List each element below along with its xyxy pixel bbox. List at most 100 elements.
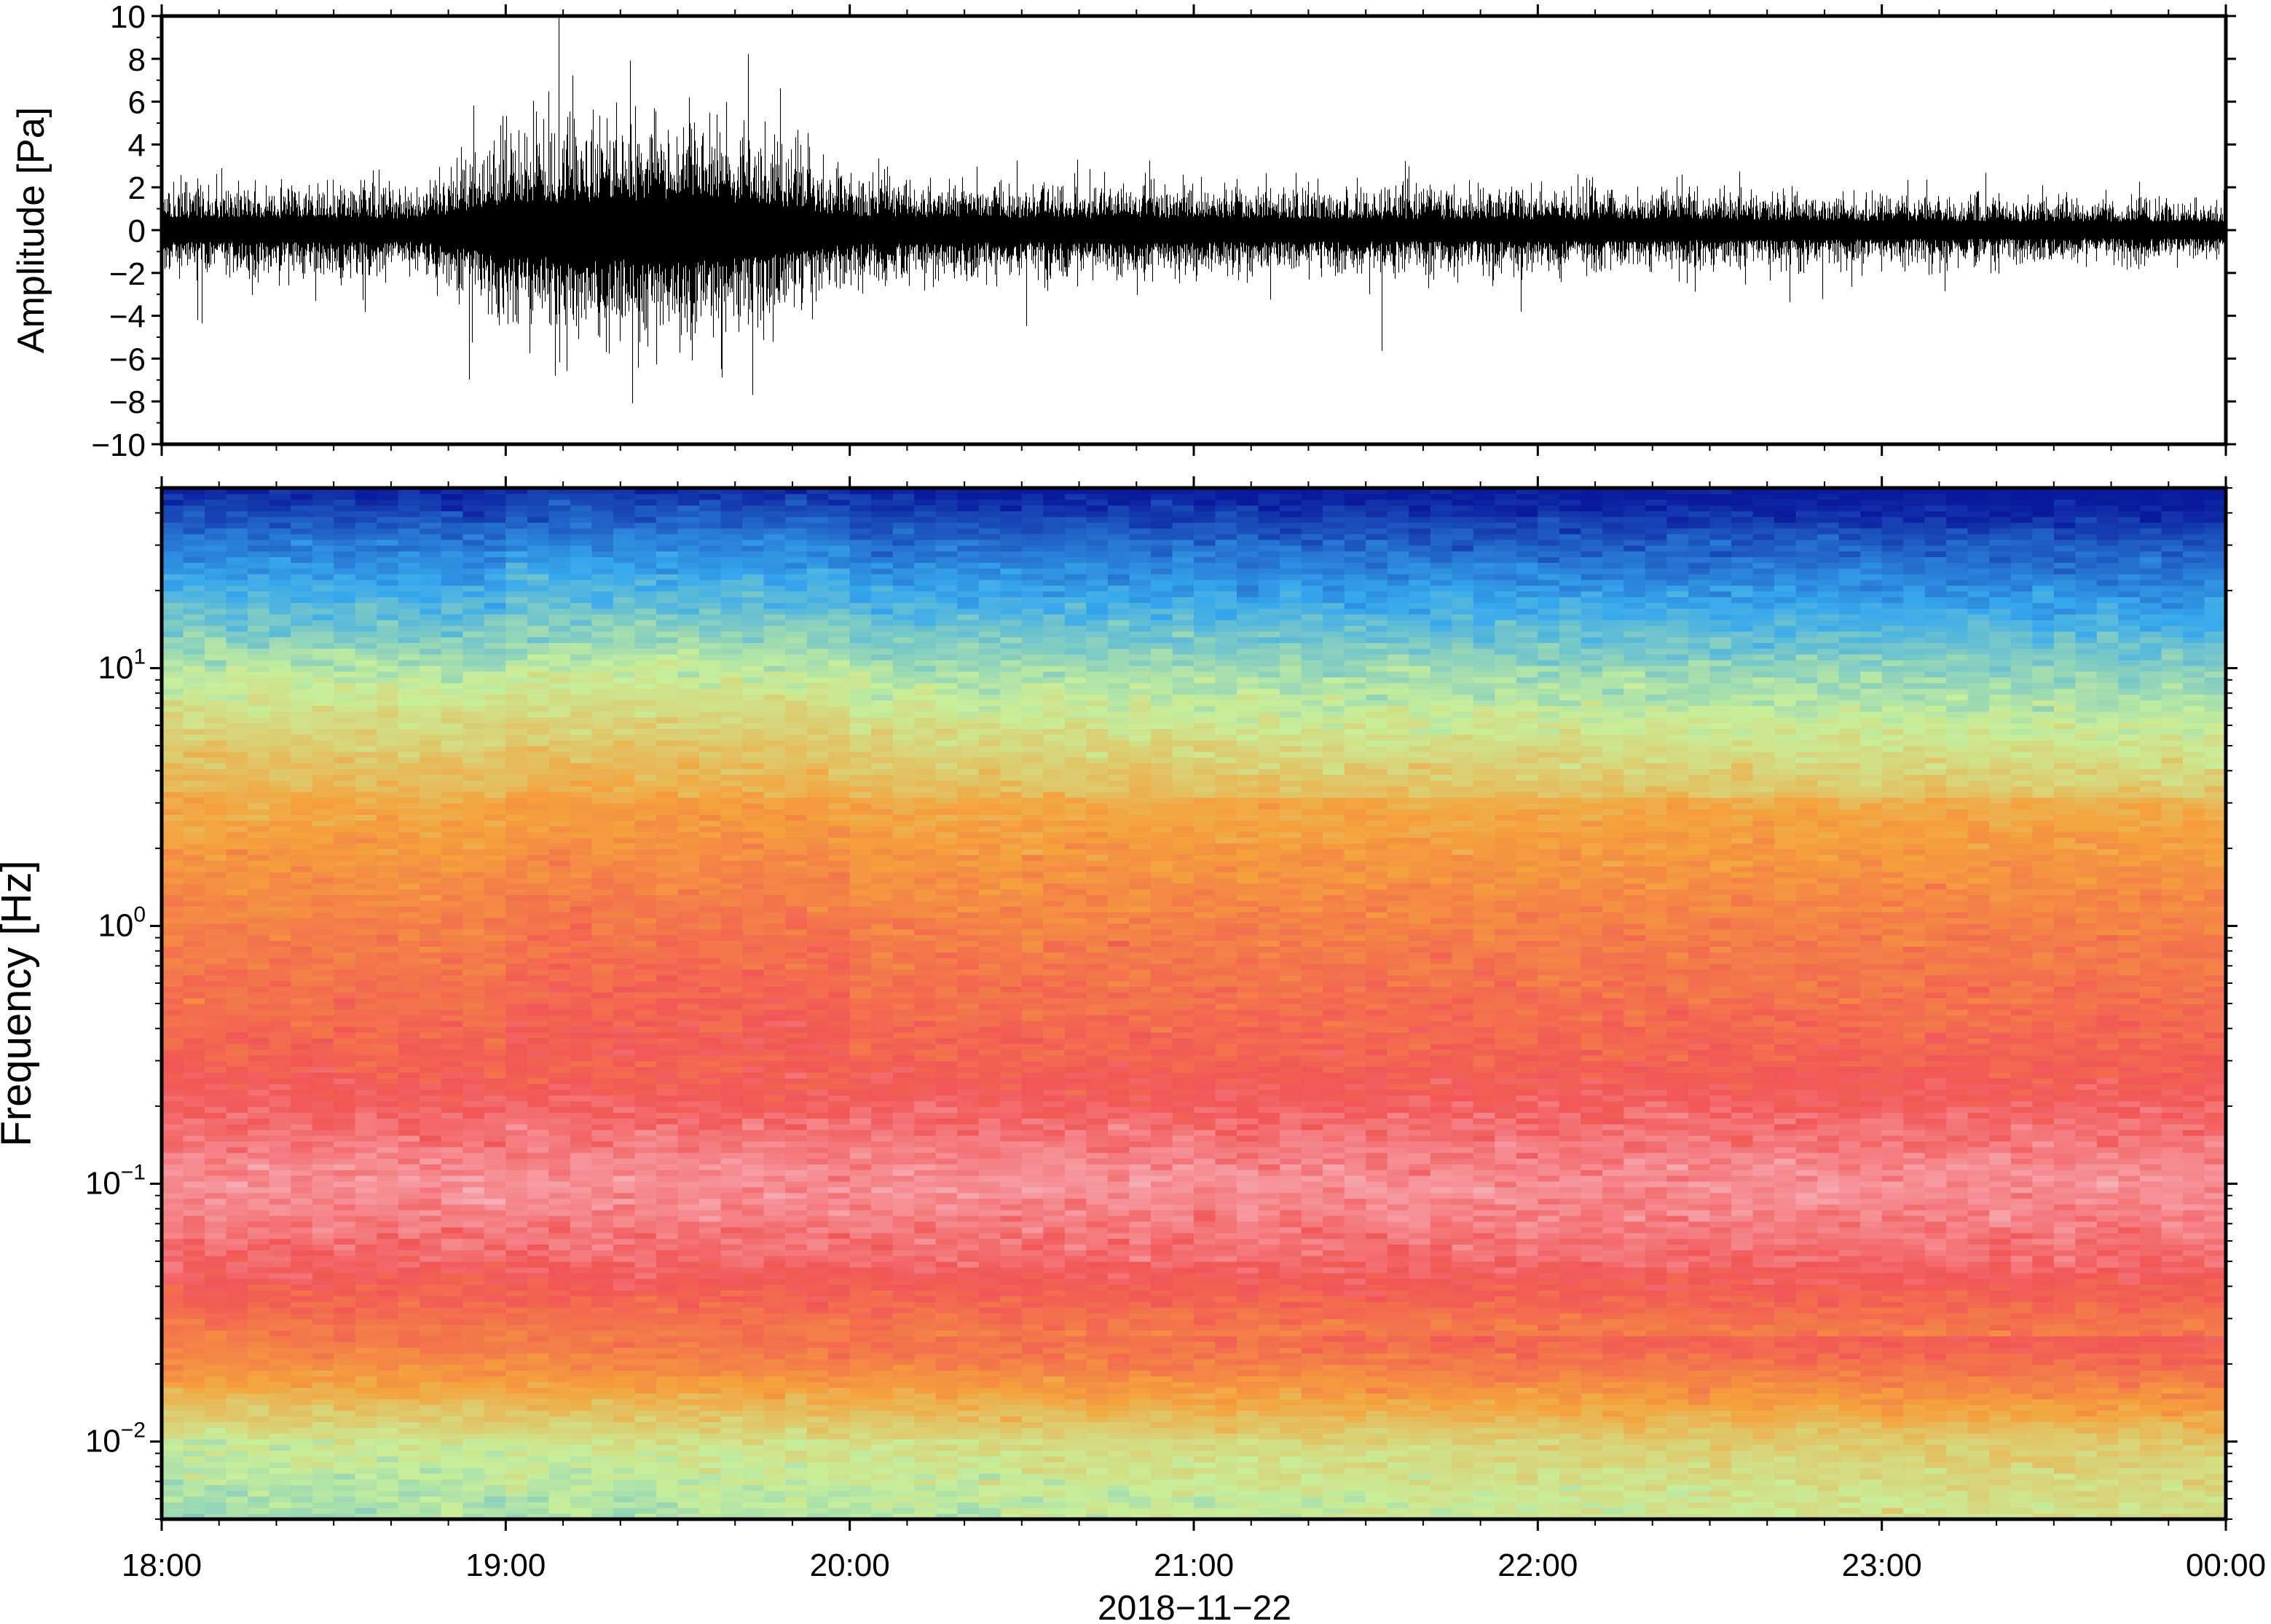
spectrogram-cell bbox=[1602, 1473, 1625, 1480]
spectrogram-cell bbox=[1602, 1370, 1625, 1376]
spectrogram-cell bbox=[1258, 1336, 1280, 1342]
spectrogram-cell bbox=[1064, 1416, 1087, 1422]
spectrogram-cell bbox=[1215, 1467, 1237, 1474]
spectrogram-cell bbox=[806, 1376, 829, 1382]
spectrogram-cell bbox=[871, 1278, 894, 1285]
spectrogram-cell bbox=[1215, 1261, 1237, 1268]
spectrogram-cell bbox=[548, 1266, 571, 1274]
spectrogram-cell bbox=[1387, 1502, 1409, 1508]
spectrogram-cell bbox=[1086, 1484, 1109, 1491]
spectrogram-cell bbox=[1495, 1462, 1517, 1468]
spectrogram-cell bbox=[1903, 1502, 1926, 1508]
spectrogram-cell bbox=[742, 1381, 765, 1388]
spectrogram-cell bbox=[1409, 1444, 1431, 1451]
spectrogram-cell bbox=[1666, 1318, 1689, 1325]
spectrogram-cell bbox=[785, 1266, 808, 1274]
spectrogram-cell bbox=[1538, 1387, 1560, 1394]
spectrogram-cell bbox=[1194, 1422, 1216, 1428]
spectrogram-cell bbox=[2161, 1370, 2184, 1376]
spectrogram-cell bbox=[699, 1301, 722, 1308]
spectrogram-cell bbox=[1709, 1392, 1732, 1400]
spectrogram-cell bbox=[1967, 1433, 1990, 1440]
spectrogram-cell bbox=[1623, 1467, 1646, 1474]
spectrogram-cell bbox=[1645, 1290, 1668, 1296]
spectrogram-cell bbox=[1666, 1410, 1689, 1416]
spectrogram-cell bbox=[355, 1318, 377, 1325]
spectrogram-cell bbox=[1323, 1232, 1345, 1239]
spectrogram-cell bbox=[2010, 1410, 2033, 1416]
spectrogram-cell bbox=[849, 1404, 872, 1411]
spectrogram-cell bbox=[1581, 1324, 1603, 1331]
spectrogram-cell bbox=[1688, 1398, 1711, 1406]
spectrogram-cell bbox=[1000, 1484, 1023, 1491]
spectrogram-cell bbox=[570, 1416, 593, 1422]
spectrogram-cell bbox=[162, 1318, 184, 1325]
spectrogram-cell bbox=[570, 1462, 593, 1468]
spectrogram-cell bbox=[570, 1422, 593, 1428]
spectrogram-cell bbox=[1387, 1456, 1409, 1462]
spectrogram-cell bbox=[1452, 1261, 1474, 1268]
spectrogram-cell bbox=[1000, 1387, 1023, 1394]
spectrogram-cell bbox=[2010, 1266, 2033, 1274]
spectrogram-cell bbox=[398, 1433, 420, 1440]
spectrogram-cell bbox=[1473, 1467, 1495, 1474]
spectrogram-cell bbox=[548, 1226, 571, 1234]
spectrogram-cell bbox=[1172, 1347, 1194, 1354]
spectrogram-cell bbox=[634, 1484, 657, 1491]
spectrogram-cell bbox=[1344, 1341, 1366, 1348]
spectrogram-cell bbox=[1237, 1507, 1259, 1514]
spectrogram-cell bbox=[2010, 1261, 2033, 1268]
spectrogram-cell bbox=[1150, 1284, 1173, 1290]
spectrogram-cell bbox=[2053, 1433, 2076, 1440]
spectrogram-cell bbox=[1064, 1306, 1087, 1314]
spectrogram-cell bbox=[742, 1438, 765, 1446]
spectrogram-cell bbox=[505, 1238, 528, 1245]
spectrogram-cell bbox=[1021, 1376, 1044, 1382]
spectrogram-cell bbox=[1430, 1256, 1452, 1262]
spectrogram-cell bbox=[334, 1422, 356, 1428]
spectrogram-cell bbox=[1215, 1496, 1237, 1502]
spectrogram-cell bbox=[527, 1392, 549, 1400]
spectrogram-cell bbox=[1194, 1398, 1216, 1406]
spectrogram-cell bbox=[1452, 1473, 1474, 1480]
spectrogram-cell bbox=[1107, 1244, 1130, 1250]
spectrogram-cell bbox=[699, 1330, 722, 1336]
spectrogram-cell bbox=[1924, 1244, 1947, 1250]
spectrogram-cell bbox=[2075, 1341, 2098, 1348]
spectrogram-cell bbox=[1323, 1318, 1345, 1325]
spectrogram-cell bbox=[269, 1473, 291, 1480]
spectrogram-cell bbox=[2118, 1256, 2141, 1262]
spectrogram-cell bbox=[1559, 1416, 1581, 1422]
spectrogram-cell bbox=[1107, 1284, 1130, 1290]
spectrogram-cell bbox=[1838, 1312, 1861, 1320]
spectrogram-cell bbox=[763, 1433, 786, 1440]
spectrogram-cell bbox=[2118, 1410, 2141, 1416]
spectrogram-cell bbox=[1688, 1238, 1711, 1245]
spectrogram-cell bbox=[914, 1347, 937, 1354]
spectrogram-cell bbox=[1967, 1398, 1990, 1406]
spectrogram-cell bbox=[1301, 1484, 1323, 1491]
spectrogram-cell bbox=[1215, 1250, 1237, 1256]
spectrogram-cell bbox=[720, 1266, 743, 1274]
spectrogram-cell bbox=[291, 1272, 313, 1280]
spectrogram-cell bbox=[978, 1266, 1001, 1274]
spectrogram-cell bbox=[248, 1352, 270, 1360]
spectrogram-cell bbox=[2032, 1358, 2055, 1365]
spectrogram-cell bbox=[1538, 1392, 1560, 1400]
spectrogram-cell bbox=[1709, 1256, 1732, 1262]
spectrogram-cell bbox=[2053, 1507, 2076, 1514]
spectrogram-cell bbox=[570, 1261, 593, 1268]
spectrogram-cell bbox=[1989, 1278, 2012, 1285]
spectrogram-cell bbox=[871, 1513, 894, 1520]
spectrogram-cell bbox=[1107, 1427, 1130, 1434]
spectrogram-cell bbox=[1581, 1462, 1603, 1468]
spectrogram-cell bbox=[1366, 1244, 1388, 1250]
spectrogram-cell bbox=[377, 1490, 399, 1497]
spectrogram-cell bbox=[957, 1306, 980, 1314]
spectrogram-cell bbox=[183, 1427, 205, 1434]
spectrogram-cell bbox=[1946, 1387, 1969, 1394]
spectrogram-cell bbox=[1989, 1398, 2012, 1406]
spectrogram-cell bbox=[1989, 1290, 2012, 1296]
spectrogram-cell bbox=[720, 1244, 743, 1250]
spectrogram-cell bbox=[871, 1404, 894, 1411]
